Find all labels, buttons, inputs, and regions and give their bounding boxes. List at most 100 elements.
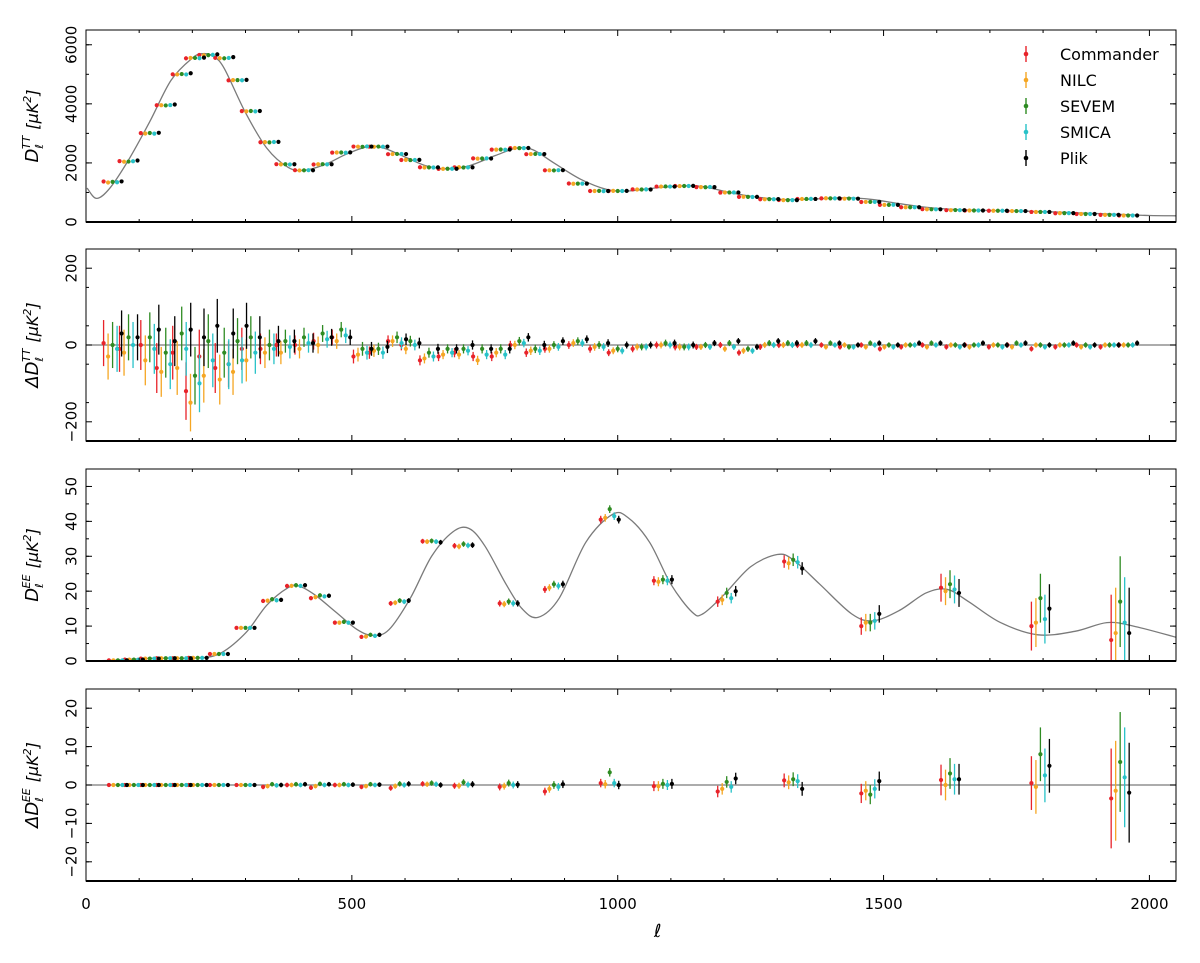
- data-point: [658, 184, 664, 189]
- data-point: [703, 342, 708, 348]
- data-point: [517, 339, 522, 344]
- data-point: [1121, 342, 1126, 348]
- data-point: [221, 782, 226, 788]
- data-point: [475, 358, 480, 363]
- data-point: [750, 194, 755, 200]
- series-nilc: [111, 740, 1118, 841]
- data-point: [601, 189, 606, 194]
- y-label-symbol: D: [22, 149, 43, 163]
- plot-area: [86, 298, 1176, 432]
- data-point: [445, 346, 450, 351]
- data-point: [515, 601, 520, 606]
- data-point: [376, 144, 381, 149]
- legend-marker: [1023, 155, 1029, 161]
- data-point: [489, 147, 494, 152]
- data-point: [1053, 211, 1058, 216]
- data-point: [507, 147, 512, 152]
- data-point: [152, 782, 157, 788]
- data-point: [995, 208, 1000, 213]
- data-point: [956, 777, 962, 782]
- data-point: [1098, 344, 1103, 350]
- data-point: [188, 71, 193, 76]
- data-point: [542, 587, 548, 592]
- data-point: [603, 782, 608, 787]
- data-point: [571, 340, 576, 346]
- data-point: [350, 782, 355, 787]
- data-point: [943, 782, 948, 788]
- data-point: [933, 207, 939, 212]
- data-point: [188, 782, 193, 788]
- data-point: [265, 784, 270, 789]
- data-point: [417, 157, 422, 162]
- data-point: [163, 656, 168, 661]
- data-point: [248, 335, 253, 340]
- data-point: [967, 344, 972, 350]
- data-point: [912, 342, 917, 348]
- data-point: [603, 515, 608, 520]
- data-point: [877, 199, 882, 205]
- data-point: [445, 166, 450, 171]
- y-label-unit: [μK: [23, 754, 42, 782]
- data-point: [741, 194, 746, 199]
- series-sevem: [110, 53, 1131, 218]
- data-point: [828, 340, 833, 346]
- data-point: [823, 196, 828, 201]
- data-point: [566, 342, 571, 348]
- data-point: [201, 373, 206, 378]
- x-tick-label: 2000: [1130, 895, 1168, 913]
- data-point: [412, 342, 417, 348]
- data-point: [1107, 212, 1112, 218]
- legend-label: Plik: [1060, 149, 1089, 168]
- data-point: [317, 593, 323, 598]
- data-point: [1122, 775, 1127, 780]
- data-point: [403, 337, 409, 342]
- data-point: [359, 634, 364, 640]
- data-point: [325, 337, 330, 342]
- data-point: [715, 789, 720, 794]
- data-point: [207, 782, 213, 788]
- data-point: [363, 784, 369, 789]
- data-point: [316, 342, 321, 348]
- data-point: [863, 199, 868, 205]
- y-label-unit-exp: 2: [21, 96, 34, 103]
- data-point: [566, 181, 571, 186]
- data-point: [271, 139, 277, 145]
- data-point: [832, 196, 837, 201]
- data-point: [417, 358, 423, 363]
- panel-2: −200 0 200 ΔDℓTT [μK2]: [20, 248, 1177, 442]
- data-point: [804, 196, 809, 202]
- data-point: [138, 131, 143, 136]
- data-point: [210, 52, 215, 57]
- data-point: [512, 342, 517, 348]
- data-point: [819, 196, 824, 201]
- y-label-unit-close: ]: [23, 89, 42, 96]
- data-point: [306, 340, 311, 346]
- data-point: [135, 158, 140, 163]
- data-point: [135, 335, 140, 340]
- data-point: [152, 131, 157, 136]
- data-point: [130, 159, 136, 164]
- data-point: [341, 619, 346, 625]
- data-point: [289, 782, 294, 788]
- data-point: [216, 782, 222, 788]
- data-point: [976, 342, 981, 348]
- data-point: [547, 585, 552, 590]
- data-point: [320, 162, 325, 167]
- data-point: [322, 782, 327, 788]
- y-label-unit-close: ]: [23, 742, 42, 749]
- data-point: [380, 350, 386, 355]
- data-point: [207, 651, 213, 657]
- data-point: [351, 144, 356, 149]
- data-point: [658, 342, 664, 348]
- data-point: [429, 538, 434, 544]
- data-point: [449, 350, 455, 355]
- data-point: [607, 770, 612, 775]
- data-point: [368, 782, 373, 787]
- data-point: [547, 786, 552, 791]
- y-tick-label: 20: [63, 699, 81, 718]
- data-point: [948, 208, 953, 213]
- series-sevem: [115, 712, 1123, 812]
- data-point: [615, 346, 620, 351]
- data-point: [877, 779, 882, 784]
- data-point: [283, 339, 288, 344]
